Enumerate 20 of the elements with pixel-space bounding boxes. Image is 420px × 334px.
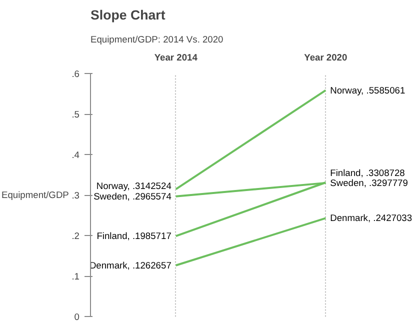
y-tick-label: .2 xyxy=(72,231,80,241)
data-label: Denmark, .1262657 xyxy=(89,260,172,270)
y-tick-label: .3 xyxy=(72,190,80,200)
y-tick-label: .5 xyxy=(72,110,80,120)
y-tick-label: .6 xyxy=(72,69,80,79)
data-label: Sweden, .3297779 xyxy=(330,178,408,188)
data-label: Sweden, .2965574 xyxy=(94,191,172,202)
x-tick-label: Year 2014 xyxy=(154,52,198,62)
x-tick-label: Year 2020 xyxy=(304,52,348,62)
y-tick-label: .4 xyxy=(72,150,80,160)
data-label: Finland, .1985717 xyxy=(96,231,172,242)
chart-title: Slope Chart xyxy=(90,8,166,22)
y-tick-label: 0 xyxy=(74,312,80,322)
y-tick-label: .1 xyxy=(72,272,80,282)
data-label: Denmark, .2427033 xyxy=(330,213,412,224)
data-label: Norway, .3142524 xyxy=(96,180,172,191)
data-label: Norway, .5585061 xyxy=(330,85,406,96)
y-axis-title: Equipment/GDP xyxy=(2,190,69,200)
chart-subtitle: Equipment/GDP: 2014 Vs. 2020 xyxy=(90,34,224,44)
data-label: Finland, .3308728 xyxy=(330,168,405,178)
